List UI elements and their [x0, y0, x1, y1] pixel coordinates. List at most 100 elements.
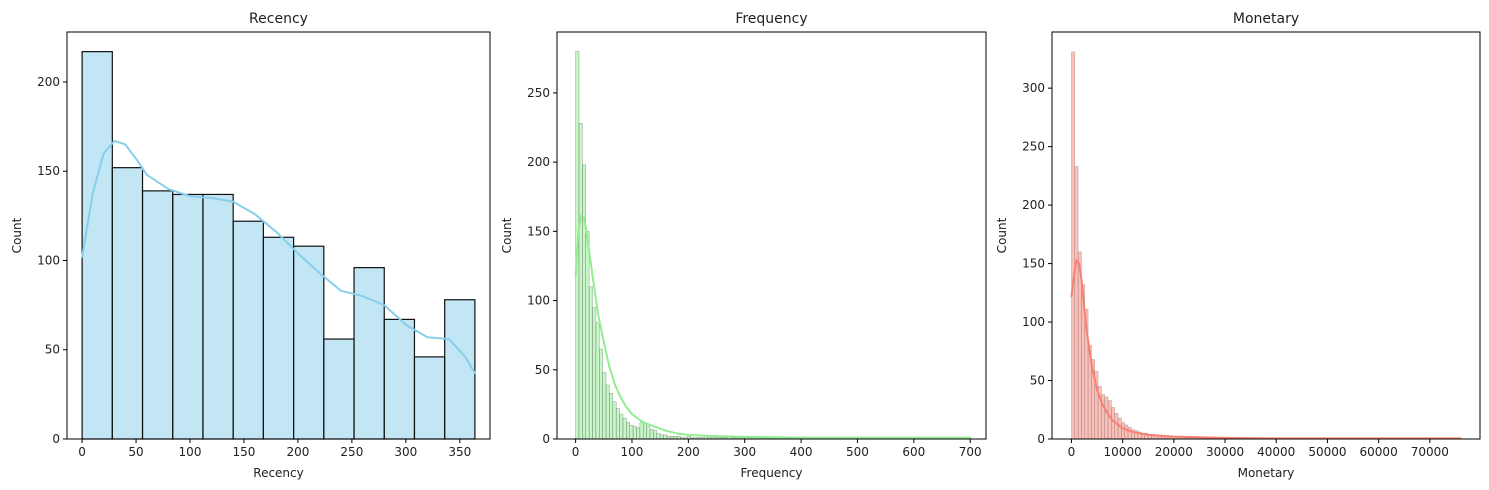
monetary-y-tick-label: 0	[1037, 432, 1045, 446]
recency-y-tick-label: 150	[37, 164, 60, 178]
monetary-x-tick-label: 60000	[1360, 445, 1398, 459]
frequency-x-tick-label: 500	[846, 445, 869, 459]
monetary-y-tick-label: 200	[1022, 198, 1045, 212]
monetary-title: Monetary	[1233, 11, 1299, 27]
frequency-x-tick-label: 400	[790, 445, 813, 459]
recency-x-tick-label: 50	[128, 445, 143, 459]
monetary-bar	[1117, 417, 1122, 440]
chart-monetary: 0 10000 20000 30000 40000 50000 60000 70000 0 50 1…	[995, 11, 1481, 480]
monetary-y-tick-label: 250	[1022, 140, 1045, 154]
recency-x-tick-label: 250	[340, 445, 363, 459]
monetary-bar	[1111, 407, 1115, 440]
frequency-x-tick-label: 100	[621, 445, 644, 459]
monetary-x-tick-label: 30000	[1206, 445, 1244, 459]
frequency-y-tick-label: 150	[527, 224, 550, 238]
recency-x-tick-label: 300	[394, 445, 417, 459]
recency-bar	[81, 51, 113, 440]
frequency-kde-line	[574, 213, 972, 439]
recency-x-tick-label: 150	[233, 445, 256, 459]
monetary-x-tick-label: 70000	[1411, 445, 1449, 459]
frequency-bar	[622, 417, 627, 440]
monetary-y-tick-label: 150	[1022, 257, 1045, 271]
frequency-y-tick-label: 100	[527, 294, 550, 308]
frequency-bar	[602, 372, 607, 440]
frequency-x-tick-label: 200	[677, 445, 700, 459]
monetary-x-tick-label: 0	[1068, 445, 1076, 459]
monetary-x-tick-label: 20000	[1155, 445, 1193, 459]
frequency-bar	[605, 384, 610, 440]
monetary-bar	[1127, 427, 1132, 440]
frequency-y-tick-label: 250	[527, 86, 550, 100]
frequency-bar	[578, 123, 583, 440]
frequency-x-tick-label: 300	[733, 445, 756, 459]
frequency-bar	[629, 424, 634, 440]
recency-bar	[413, 356, 446, 440]
frequency-bar	[612, 401, 617, 440]
recency-axes-frame	[66, 31, 491, 440]
frequency-bar	[615, 408, 620, 440]
frequency-axes-frame	[556, 31, 987, 440]
frequency-bar	[595, 322, 600, 440]
frequency-bar	[639, 422, 644, 440]
frequency-y-tick-label: 0	[542, 432, 550, 446]
recency-bar	[172, 193, 204, 440]
frequency-y-tick-label: 50	[535, 363, 550, 377]
recency-bar	[232, 220, 264, 440]
chart-recency: 0 50 100 150 200 250 300 350 0 50 100 150 200 Recency…	[10, 11, 491, 480]
frequency-x-tick-label: 700	[959, 445, 982, 459]
frequency-x-tick-label: 0	[572, 445, 580, 459]
frequency-bar	[588, 286, 593, 440]
frequency-bar	[619, 413, 624, 440]
recency-bar	[383, 318, 416, 440]
recency-bar	[444, 299, 476, 440]
recency-x-tick-label: 0	[78, 445, 86, 459]
recency-bars	[81, 51, 476, 440]
monetary-axes-frame	[1051, 31, 1481, 440]
recency-y-tick-label: 100	[37, 253, 60, 267]
frequency-bar	[609, 393, 614, 440]
recency-title: Recency	[249, 11, 308, 27]
frequency-bar	[659, 434, 664, 440]
recency-x-tick-label: 350	[448, 445, 471, 459]
recency-x-tick-label: 100	[179, 445, 202, 459]
frequency-bar	[632, 426, 637, 440]
frequency-bar	[582, 164, 586, 440]
chart-frequency: 0 100 200 300 400 500 600 700 0 50 100 150 200 250 Fre…	[500, 11, 987, 480]
frequency-bar	[653, 430, 658, 440]
frequency-title: Frequency	[735, 11, 807, 27]
recency-kde-line	[81, 139, 476, 374]
monetary-bar	[1114, 413, 1119, 440]
frequency-bar	[656, 433, 661, 440]
monetary-y-tick-label: 100	[1022, 315, 1045, 329]
frequency-bar	[585, 231, 590, 440]
recency-bar	[323, 338, 355, 440]
monetary-x-tick-label: 40000	[1257, 445, 1295, 459]
monetary-bar	[1121, 422, 1125, 440]
recency-bar	[262, 236, 295, 440]
frequency-x-tick-label: 600	[902, 445, 925, 459]
monetary-bar	[1104, 396, 1109, 440]
monetary-x-axis-label: Monetary	[1238, 466, 1295, 480]
recency-x-axis-label: Recency	[253, 466, 303, 480]
frequency-y-tick-label: 200	[527, 155, 550, 169]
recency-y-axis-label: Count	[10, 217, 24, 253]
recency-x-tick-label: 200	[286, 445, 309, 459]
recency-y-tick-label: 50	[45, 343, 60, 357]
frequency-y-axis-label: Count	[500, 217, 514, 253]
frequency-bar	[643, 423, 647, 440]
monetary-bar	[1124, 424, 1129, 440]
recency-y-tick-label: 0	[52, 432, 60, 446]
recency-bar	[202, 193, 234, 440]
monetary-y-tick-label: 50	[1030, 374, 1045, 388]
monetary-y-axis-label: Count	[995, 217, 1009, 253]
monetary-bar	[1071, 51, 1076, 440]
monetary-x-tick-label: 50000	[1308, 445, 1346, 459]
frequency-bar	[649, 429, 654, 440]
recency-bar	[353, 267, 385, 440]
frequency-bar	[663, 434, 668, 440]
recency-bar	[111, 167, 144, 440]
frequency-bar	[599, 348, 603, 440]
frequency-bar	[636, 427, 641, 440]
recency-bar	[293, 245, 325, 440]
